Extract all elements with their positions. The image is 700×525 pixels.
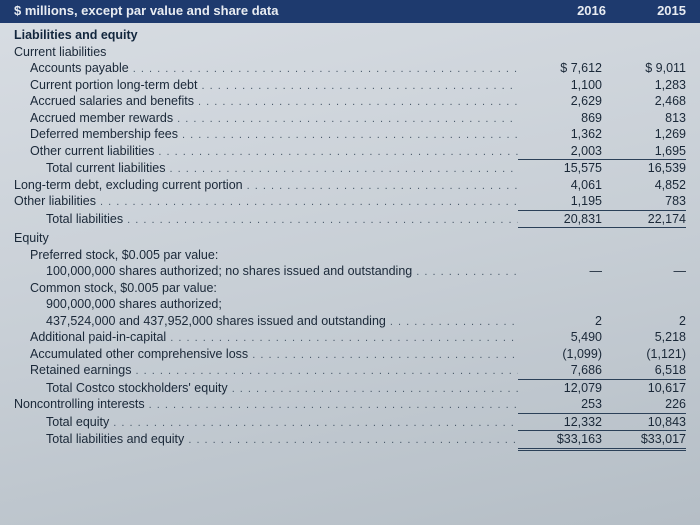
row-label: Total liabilities and equity — [14, 431, 518, 448]
cell-2015: 2 — [602, 313, 686, 330]
table-row: Accounts payable$ 7,612$ 9,011 — [14, 60, 686, 77]
cell-2015: — — [602, 263, 686, 280]
cell-2016: 12,332 — [518, 414, 602, 432]
row-label: Accrued member rewards — [14, 110, 518, 127]
cell-2016: 4,061 — [518, 177, 602, 194]
cell-2016: $ 7,612 — [518, 60, 602, 77]
table-header: $ millions, except par value and share d… — [0, 0, 700, 23]
table-row: Additional paid-in-capital5,4905,218 — [14, 329, 686, 346]
label-current-liabilities: Current liabilities — [14, 44, 518, 61]
cell-2015: 226 — [602, 396, 686, 414]
cell-2015: 6,518 — [602, 362, 686, 380]
table-row: Total Costco stockholders' equity12,0791… — [14, 380, 686, 397]
row-label: Accounts payable — [14, 60, 518, 77]
cell-2016: 15,575 — [518, 160, 602, 177]
table-body: Liabilities and equity Current liabiliti… — [0, 23, 700, 457]
row-label: 100,000,000 shares authorized; no shares… — [14, 263, 518, 280]
table-row: 437,524,000 and 437,952,000 shares issue… — [14, 313, 686, 330]
cell-2016: 12,079 — [518, 380, 602, 397]
row-label: Deferred membership fees — [14, 126, 518, 143]
row-label: Total current liabilities — [14, 160, 518, 177]
table-row: Other liabilities1,195783 — [14, 193, 686, 211]
cell-2016: (1,099) — [518, 346, 602, 363]
cell-2015: 783 — [602, 193, 686, 211]
row-label: Accumulated other comprehensive loss — [14, 346, 518, 363]
row-label: 437,524,000 and 437,952,000 shares issue… — [14, 313, 518, 330]
col-year-2015: 2015 — [606, 3, 686, 18]
row-label: Current portion long-term debt — [14, 77, 518, 94]
cell-2015: $ 9,011 — [602, 60, 686, 77]
cell-2015: 16,539 — [602, 160, 686, 177]
table-row: Other current liabilities2,0031,695 — [14, 143, 686, 161]
cell-2016: 2,003 — [518, 143, 602, 161]
row-label: Other current liabilities — [14, 143, 518, 160]
table-row: Retained earnings7,6866,518 — [14, 362, 686, 380]
cell-2016: 2 — [518, 313, 602, 330]
row-label: Other liabilities — [14, 193, 518, 210]
cell-2015: 5,218 — [602, 329, 686, 346]
table-row: Accrued member rewards869813 — [14, 110, 686, 127]
row-label: Noncontrolling interests — [14, 396, 518, 413]
balance-sheet-page: $ millions, except par value and share d… — [0, 0, 700, 525]
row-label: Long-term debt, excluding current portio… — [14, 177, 518, 194]
table-row: Noncontrolling interests253226 — [14, 396, 686, 414]
cell-2015: $33,017 — [602, 431, 686, 451]
cell-2015: 1,269 — [602, 126, 686, 143]
cell-2015: 1,695 — [602, 143, 686, 161]
cell-2015: 22,174 — [602, 211, 686, 229]
label-pref-stock: Preferred stock, $0.005 par value: — [14, 247, 518, 264]
cell-2016: 253 — [518, 396, 602, 414]
cell-2015: 4,852 — [602, 177, 686, 194]
table-row: Total current liabilities15,57516,539 — [14, 160, 686, 177]
row-label: Accrued salaries and benefits — [14, 93, 518, 110]
cell-2016: 1,100 — [518, 77, 602, 94]
cell-2016: — — [518, 263, 602, 280]
cell-2016: 1,195 — [518, 193, 602, 211]
header-title: $ millions, except par value and share d… — [14, 3, 526, 18]
cell-2016: 2,629 — [518, 93, 602, 110]
row-label: Total liabilities — [14, 211, 518, 228]
table-row: 100,000,000 shares authorized; no shares… — [14, 263, 686, 280]
table-row: Accrued salaries and benefits2,6292,468 — [14, 93, 686, 110]
row-label: Total Costco stockholders' equity — [14, 380, 518, 397]
table-row: Long-term debt, excluding current portio… — [14, 177, 686, 194]
cell-2016: 20,831 — [518, 211, 602, 229]
table-row: Total equity12,33210,843 — [14, 414, 686, 432]
section-liabilities-equity: Liabilities and equity — [14, 27, 518, 44]
label-equity: Equity — [14, 230, 518, 247]
cell-2015: 10,843 — [602, 414, 686, 432]
label-shares-auth: 900,000,000 shares authorized; — [14, 296, 518, 313]
row-label: Retained earnings — [14, 362, 518, 379]
table-row: Accumulated other comprehensive loss(1,0… — [14, 346, 686, 363]
cell-2015: 1,283 — [602, 77, 686, 94]
cell-2016: $33,163 — [518, 431, 602, 451]
cell-2016: 7,686 — [518, 362, 602, 380]
cell-2015: 2,468 — [602, 93, 686, 110]
label-common-stock: Common stock, $0.005 par value: — [14, 280, 518, 297]
row-label: Total equity — [14, 414, 518, 431]
cell-2015: 10,617 — [602, 380, 686, 397]
cell-2015: (1,121) — [602, 346, 686, 363]
col-year-2016: 2016 — [526, 3, 606, 18]
table-row: Total liabilities and equity$33,163$33,0… — [14, 431, 686, 451]
cell-2016: 1,362 — [518, 126, 602, 143]
table-row: Total liabilities20,83122,174 — [14, 211, 686, 229]
cell-2015: 813 — [602, 110, 686, 127]
row-label: Additional paid-in-capital — [14, 329, 518, 346]
cell-2016: 869 — [518, 110, 602, 127]
cell-2016: 5,490 — [518, 329, 602, 346]
table-row: Current portion long-term debt1,1001,283 — [14, 77, 686, 94]
table-row: Deferred membership fees1,3621,269 — [14, 126, 686, 143]
